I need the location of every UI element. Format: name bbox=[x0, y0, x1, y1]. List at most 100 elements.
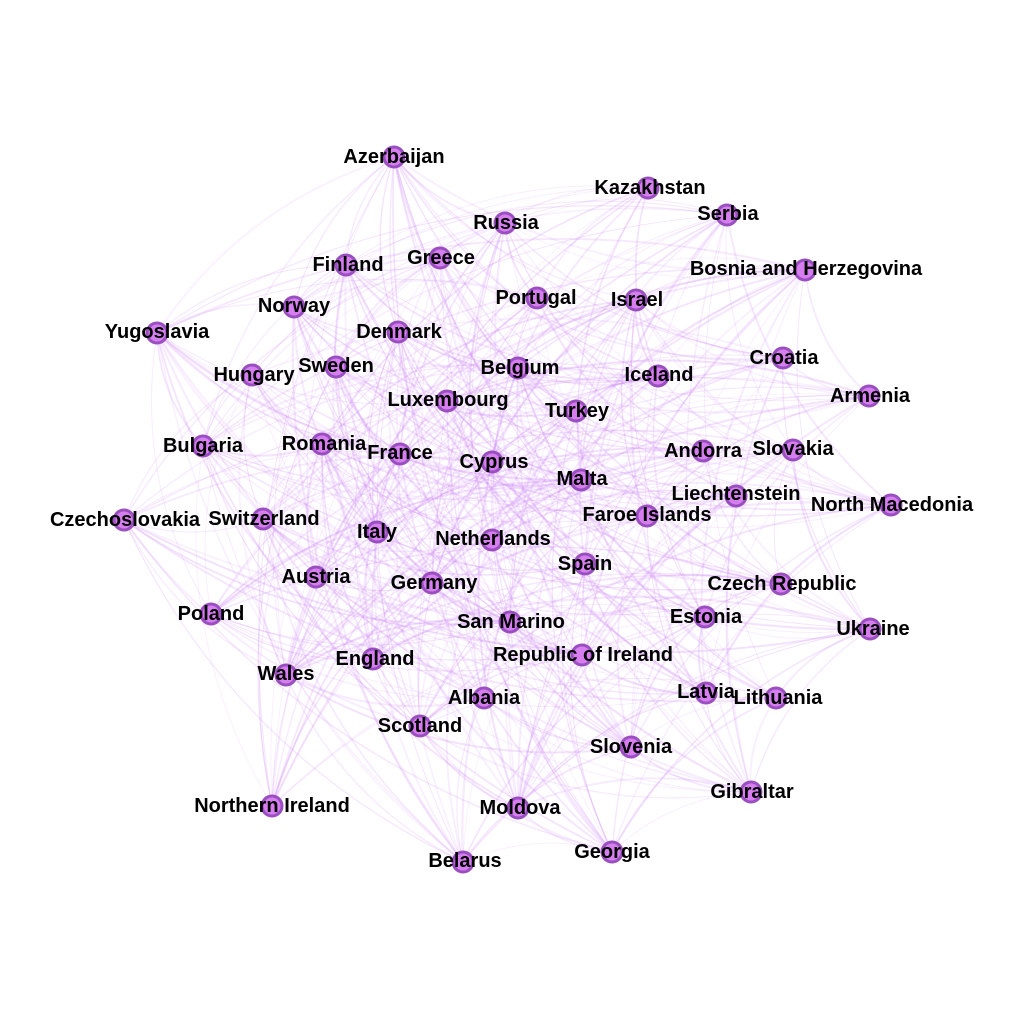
edge-liechtenstein-moldova bbox=[517, 495, 737, 809]
node-hungary[interactable] bbox=[240, 363, 264, 387]
edge-malta-czech bbox=[580, 479, 782, 585]
node-belarus[interactable] bbox=[451, 850, 475, 874]
node-cyprus[interactable] bbox=[480, 450, 504, 474]
node-label-azerbaijan: Azerbaijan bbox=[343, 146, 444, 168]
node-moldova[interactable] bbox=[506, 796, 530, 820]
node-england[interactable] bbox=[361, 647, 385, 671]
node-italy[interactable] bbox=[365, 520, 389, 544]
edge-poland-ireland bbox=[210, 613, 583, 672]
node-north_macedonia[interactable] bbox=[879, 493, 903, 517]
edge-portugal-norway bbox=[293, 279, 538, 308]
node-romania[interactable] bbox=[310, 432, 334, 456]
node-ukraine[interactable] bbox=[858, 617, 882, 641]
edge-denmark-georgia bbox=[397, 331, 613, 853]
node-scotland[interactable] bbox=[408, 714, 432, 738]
node-andorra[interactable] bbox=[691, 439, 715, 463]
node-denmark[interactable] bbox=[386, 320, 410, 344]
edge-azerbaijan-slovakia bbox=[393, 156, 794, 451]
node-norway[interactable] bbox=[282, 295, 306, 319]
edge-russia-bulgaria bbox=[202, 222, 506, 447]
node-estonia[interactable] bbox=[693, 605, 717, 629]
edge-greece-spain bbox=[439, 257, 586, 565]
edge-denmark-andorra bbox=[397, 331, 704, 452]
edge-kazakhstan-portugal bbox=[536, 187, 649, 299]
edge-luxembourg-faroe bbox=[446, 400, 648, 517]
edge-denmark-italy bbox=[367, 331, 399, 533]
node-lithuania[interactable] bbox=[764, 686, 788, 710]
node-northern_ireland[interactable] bbox=[260, 794, 284, 818]
edge-azerbaijan-denmark bbox=[379, 156, 399, 333]
edge-belgium-slovenia bbox=[516, 367, 632, 748]
node-yugoslavia[interactable] bbox=[145, 321, 169, 345]
node-belgium[interactable] bbox=[506, 356, 530, 380]
node-ireland[interactable] bbox=[570, 643, 594, 667]
edge-andorra-poland bbox=[210, 449, 704, 615]
edge-germany-ireland bbox=[431, 582, 583, 656]
edge-kazakhstan-russia bbox=[504, 186, 649, 224]
edge-sweden-cyprus bbox=[335, 366, 493, 463]
node-slovenia[interactable] bbox=[619, 735, 643, 759]
edge-andorra-germany bbox=[431, 449, 704, 584]
edge-belgium-czech bbox=[517, 367, 782, 585]
node-iceland[interactable] bbox=[646, 364, 670, 388]
node-germany[interactable] bbox=[420, 571, 444, 595]
node-austria[interactable] bbox=[304, 565, 328, 589]
edge-armenia-france bbox=[399, 377, 870, 455]
node-faroe[interactable] bbox=[635, 504, 659, 528]
node-bosnia[interactable] bbox=[793, 258, 817, 282]
node-switzerland[interactable] bbox=[251, 507, 275, 531]
edge-serbia-poland bbox=[210, 214, 728, 615]
edge-turkey-moldova bbox=[504, 410, 577, 809]
node-latvia[interactable] bbox=[694, 681, 718, 705]
node-netherlands[interactable] bbox=[480, 528, 504, 552]
node-bulgaria[interactable] bbox=[191, 434, 215, 458]
node-czechoslovakia[interactable] bbox=[112, 508, 136, 532]
node-wales[interactable] bbox=[274, 663, 298, 687]
edge-serbia-wales bbox=[285, 214, 728, 676]
edge-greece-france bbox=[395, 257, 441, 455]
node-greece[interactable] bbox=[428, 246, 452, 270]
node-sweden[interactable] bbox=[324, 355, 348, 379]
node-poland[interactable] bbox=[199, 602, 223, 626]
node-georgia[interactable] bbox=[600, 840, 624, 864]
edge-luxembourg-lithuania bbox=[446, 400, 777, 699]
edge-greece-gibraltar bbox=[439, 257, 752, 793]
node-albania[interactable] bbox=[472, 686, 496, 710]
node-slovakia[interactable] bbox=[781, 438, 805, 462]
node-czech[interactable] bbox=[769, 572, 793, 596]
edge-turkey-northern_ireland bbox=[271, 410, 577, 807]
edge-bosnia-moldova bbox=[517, 269, 806, 809]
node-armenia[interactable] bbox=[857, 384, 881, 408]
edge-bosnia-austria bbox=[315, 269, 806, 578]
node-portugal[interactable] bbox=[525, 286, 549, 310]
edge-finland-wales bbox=[272, 264, 347, 676]
node-finland[interactable] bbox=[334, 253, 358, 277]
edge-norway-italy bbox=[292, 306, 378, 533]
node-croatia[interactable] bbox=[771, 346, 795, 370]
node-france[interactable] bbox=[388, 442, 412, 466]
edge-armenia-wales bbox=[285, 394, 870, 676]
edge-armenia-luxembourg bbox=[446, 359, 870, 402]
node-israel[interactable] bbox=[624, 288, 648, 312]
edge-romania-albania bbox=[321, 443, 485, 699]
node-serbia[interactable] bbox=[715, 203, 739, 227]
edge-malta-northern_ireland bbox=[271, 479, 582, 807]
node-luxembourg[interactable] bbox=[435, 389, 459, 413]
node-azerbaijan[interactable] bbox=[382, 145, 406, 169]
node-kazakhstan[interactable] bbox=[636, 176, 660, 200]
node-turkey[interactable] bbox=[564, 399, 588, 423]
edge-russia-france bbox=[399, 222, 506, 455]
node-gibraltar[interactable] bbox=[739, 780, 763, 804]
edge-armenia-cyprus bbox=[491, 386, 870, 463]
node-spain[interactable] bbox=[573, 552, 597, 576]
node-malta[interactable] bbox=[569, 468, 593, 492]
node-russia[interactable] bbox=[493, 211, 517, 235]
node-liechtenstein[interactable] bbox=[724, 484, 748, 508]
edge-croatia-ukraine bbox=[782, 357, 871, 630]
node-san_marino[interactable] bbox=[498, 610, 522, 634]
edge-croatia-hungary bbox=[251, 317, 784, 376]
edge-romania-malta bbox=[321, 443, 582, 490]
edge-france-poland bbox=[210, 453, 401, 615]
edge-france-czechoslovakia bbox=[123, 450, 401, 521]
